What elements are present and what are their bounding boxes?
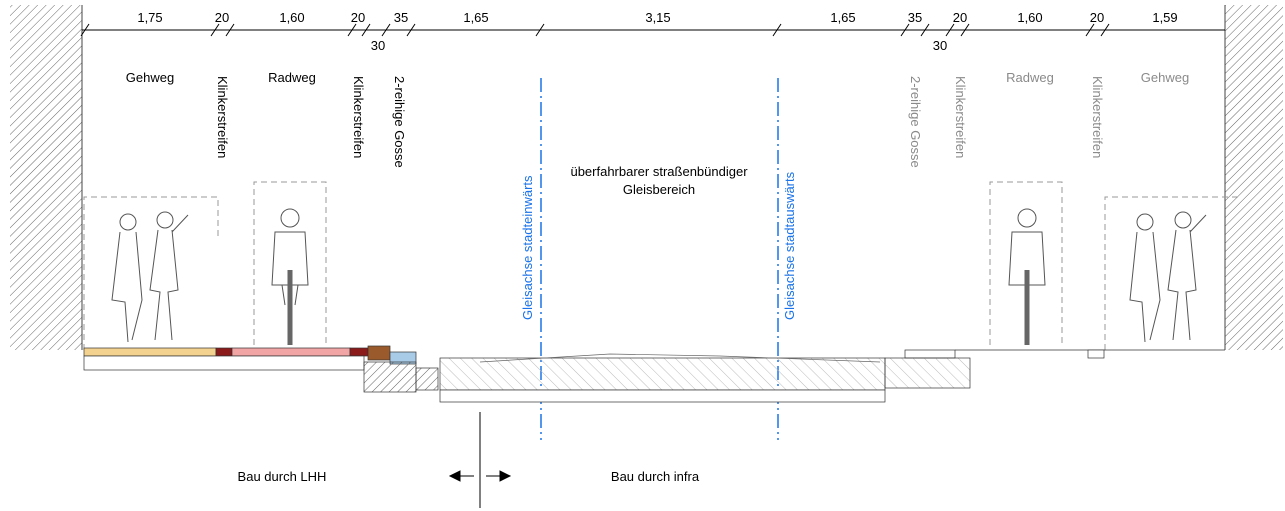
cyclist: [1008, 208, 1046, 345]
dimension: 20: [351, 10, 365, 25]
dimension-tick: [960, 23, 970, 37]
zone-label: Klinkerstreifen: [215, 76, 230, 158]
dimension-tick: [1100, 23, 1110, 37]
dimension-tick: [772, 23, 782, 37]
dimension-labels: 1,75 20 1,60 20 35 30 1,65 3,15 1,65 35 …: [137, 10, 1177, 53]
dimension: 1,60: [1017, 10, 1042, 25]
dimension: 30: [371, 38, 385, 53]
dimension-tick: [535, 23, 545, 37]
dimension-tick: [361, 23, 371, 37]
zone-label: Klinkerstreifen: [953, 76, 968, 158]
axis-label: Gleisachse stadtauswärts: [782, 171, 797, 320]
dimension-tick: [1085, 23, 1095, 37]
dimension: 3,15: [645, 10, 670, 25]
dimension: 1,75: [137, 10, 162, 25]
dimension-tick: [900, 23, 910, 37]
dimension: 35: [908, 10, 922, 25]
pedestrians: [1129, 211, 1207, 343]
dimension-tick: [80, 23, 90, 37]
zone-label: Gehweg: [1141, 70, 1189, 85]
dimension: 1,65: [463, 10, 488, 25]
dimension: 20: [953, 10, 967, 25]
zone-label: Radweg: [268, 70, 316, 85]
zone-label: Klinkerstreifen: [1090, 76, 1105, 158]
wall-left: [10, 5, 82, 350]
axis-label: Gleisachse stadteinwärts: [520, 175, 535, 320]
dimension: 1,65: [830, 10, 855, 25]
dimension: 30: [933, 38, 947, 53]
dimension: 1,60: [279, 10, 304, 25]
construction-label: Bau durch LHH: [238, 469, 327, 484]
dimension: 35: [394, 10, 408, 25]
zone-label: Radweg: [1006, 70, 1054, 85]
clearance-box: [1104, 196, 1240, 350]
dimension-tick: [920, 23, 930, 37]
clearance-box: [989, 181, 1063, 345]
zone-label: Gehweg: [126, 70, 174, 85]
dimension-tick: [381, 23, 391, 37]
track-area-label: Gleisbereich: [623, 182, 695, 197]
dimension-tick: [347, 23, 357, 37]
clearance-box: [253, 181, 327, 345]
track-area-label: überfahrbarer straßenbündiger: [570, 164, 748, 179]
dimension-tick: [210, 23, 220, 37]
dimension-tick: [945, 23, 955, 37]
zone-label: 2-reihige Gosse: [392, 76, 407, 168]
zone-label: Klinkerstreifen: [351, 76, 366, 158]
dimension: 1,59: [1152, 10, 1177, 25]
dimension-tick: [225, 23, 235, 37]
dimension-line: [80, 23, 1225, 37]
cyclist: [271, 208, 309, 345]
pavement: [83, 345, 1225, 403]
wall-right: [1225, 5, 1283, 350]
dimension: 20: [1090, 10, 1104, 25]
construction-label: Bau durch infra: [611, 469, 700, 484]
clearance-box: [83, 196, 219, 350]
pedestrians: [111, 211, 189, 343]
boundary-arrows: [448, 470, 512, 482]
dimension: 20: [215, 10, 229, 25]
zone-label: 2-reihige Gosse: [908, 76, 923, 168]
dimension-tick: [406, 23, 416, 37]
